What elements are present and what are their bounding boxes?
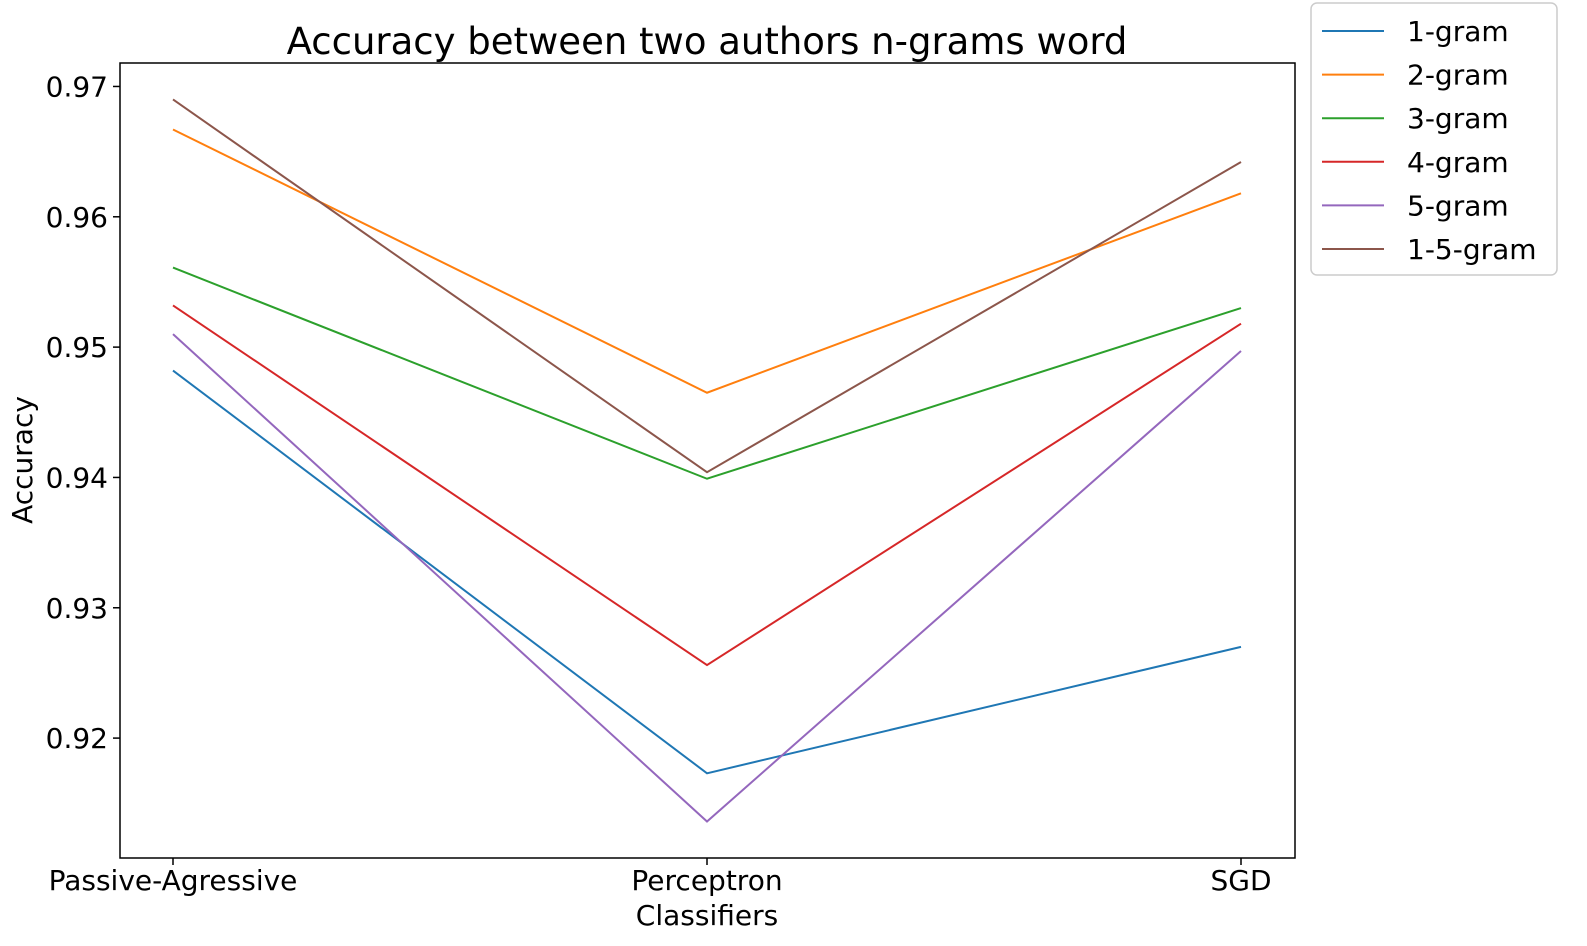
- series-line-1-5-gram: [172, 98, 1242, 474]
- x-axis: Passive-Agressive Perceptron SGD: [49, 858, 1272, 897]
- legend-label: 3-gram: [1407, 102, 1509, 135]
- legend-label: 1-gram: [1407, 15, 1509, 48]
- legend-label: 1-5-gram: [1407, 233, 1537, 266]
- legend-label: 2-gram: [1407, 59, 1509, 92]
- y-tick-label: 0.93: [46, 592, 108, 625]
- y-tick-label: 0.97: [46, 70, 108, 103]
- series-line-3-gram: [172, 266, 1242, 480]
- y-axis-label: Accuracy: [6, 396, 39, 524]
- y-axis: 0.92 0.93 0.94 0.95 0.96 0.97: [46, 70, 120, 755]
- series-line-2-gram: [172, 128, 1242, 394]
- legend-label: 4-gram: [1407, 146, 1509, 179]
- series-layer: [172, 98, 1242, 823]
- x-tick-label: SGD: [1210, 864, 1271, 897]
- y-tick-label: 0.95: [46, 331, 108, 364]
- legend-items: 1-gram 2-gram 3-gram 4-gram 5-gram 1-5-gram: [1322, 15, 1537, 266]
- series-line-4-gram: [172, 304, 1242, 667]
- y-tick-label: 0.94: [46, 461, 108, 494]
- y-tick-label: 0.92: [46, 722, 108, 755]
- x-axis-label: Classifiers: [636, 899, 778, 932]
- legend-label: 5-gram: [1407, 189, 1509, 222]
- series-line-1-gram: [172, 369, 1242, 775]
- legend: 1-gram 2-gram 3-gram 4-gram 5-gram 1-5-gram: [1310, 2, 1558, 276]
- chart-title: Accuracy between two authors n-grams wor…: [287, 20, 1128, 63]
- x-tick-label: Passive-Agressive: [49, 864, 298, 897]
- legend-box: [1310, 2, 1558, 276]
- y-tick-label: 0.96: [46, 201, 108, 234]
- series-line-5-gram: [172, 333, 1242, 823]
- x-tick-label: Perceptron: [631, 864, 782, 897]
